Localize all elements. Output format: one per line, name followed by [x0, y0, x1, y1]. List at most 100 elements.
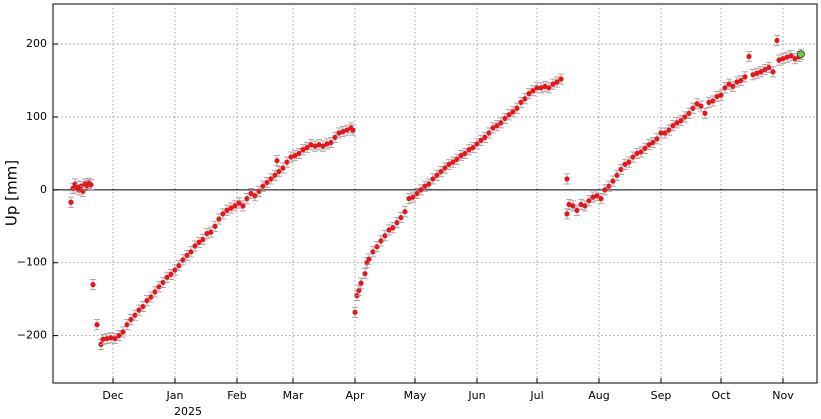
- point: [506, 112, 512, 118]
- point: [534, 85, 540, 91]
- plot-frame: [52, 3, 818, 384]
- y-tick-label: −100: [17, 256, 47, 269]
- point: [180, 257, 186, 263]
- point: [694, 101, 700, 107]
- year-label: 2025: [174, 405, 202, 418]
- point: [774, 37, 780, 44]
- point: [362, 271, 368, 277]
- point: [714, 93, 720, 100]
- y-tick-label: 200: [26, 37, 47, 50]
- point: [610, 178, 616, 184]
- point: [104, 335, 110, 342]
- point: [140, 303, 146, 310]
- x-tick-label: Sep: [651, 389, 672, 402]
- x-tick-label: Jun: [467, 389, 485, 402]
- point: [582, 203, 588, 209]
- point: [120, 329, 126, 335]
- point: [350, 127, 356, 133]
- point: [686, 110, 692, 116]
- point: [124, 322, 130, 328]
- point: [94, 322, 100, 328]
- point: [232, 203, 238, 209]
- point: [256, 188, 262, 194]
- point: [422, 183, 428, 189]
- point: [458, 153, 464, 159]
- point: [244, 196, 250, 202]
- point: [148, 294, 154, 300]
- point: [742, 74, 748, 80]
- point: [248, 190, 254, 197]
- point: [730, 83, 736, 89]
- y-tick-label: 0: [40, 183, 47, 196]
- point: [212, 223, 218, 229]
- point: [188, 249, 194, 255]
- point: [654, 136, 660, 142]
- point: [108, 335, 114, 341]
- point: [378, 238, 384, 244]
- point: [356, 287, 362, 294]
- point: [674, 120, 680, 126]
- point: [550, 81, 556, 87]
- x-tick-label: Jul: [529, 389, 543, 402]
- point: [446, 161, 452, 167]
- point: [320, 143, 326, 149]
- point: [490, 125, 496, 131]
- point: [90, 282, 96, 288]
- point: [558, 76, 564, 82]
- point: [590, 194, 596, 200]
- point: [494, 123, 500, 129]
- point: [538, 85, 544, 91]
- point: [240, 203, 246, 209]
- point: [228, 205, 234, 211]
- point: [312, 143, 318, 149]
- point: [797, 50, 805, 59]
- point: [100, 336, 106, 342]
- point: [780, 56, 786, 62]
- point: [292, 153, 298, 159]
- point: [284, 159, 290, 165]
- point: [606, 183, 612, 189]
- point: [690, 105, 696, 111]
- y-axis-label: Up [mm]: [3, 160, 21, 226]
- point: [634, 150, 640, 157]
- point: [252, 193, 258, 199]
- point: [598, 196, 604, 202]
- point: [614, 172, 620, 178]
- point: [754, 70, 760, 76]
- point: [758, 69, 764, 75]
- point: [336, 130, 342, 136]
- point: [304, 144, 310, 151]
- point: [578, 201, 584, 208]
- point: [132, 312, 138, 318]
- point: [128, 316, 134, 323]
- x-tick-label: Mar: [283, 389, 304, 402]
- point: [328, 139, 334, 146]
- point: [486, 130, 492, 136]
- point: [784, 54, 790, 60]
- point: [406, 196, 412, 202]
- point: [554, 79, 560, 85]
- point: [788, 53, 794, 59]
- point: [374, 244, 380, 250]
- point: [176, 263, 182, 269]
- x-tick-label: Dec: [102, 389, 123, 402]
- point: [662, 130, 668, 136]
- point: [530, 88, 536, 94]
- point: [344, 127, 350, 133]
- point: [340, 128, 346, 135]
- point: [168, 271, 174, 278]
- y-tick-label: 100: [26, 110, 47, 123]
- point: [288, 154, 294, 160]
- point: [426, 181, 432, 187]
- point: [386, 227, 392, 233]
- point: [566, 201, 572, 208]
- point: [734, 79, 740, 85]
- point: [514, 105, 520, 111]
- point: [670, 123, 676, 129]
- y-tick-label: −200: [17, 329, 47, 342]
- point: [324, 141, 330, 147]
- x-tick-label: Aug: [588, 389, 609, 402]
- point: [710, 98, 716, 104]
- point: [478, 137, 484, 143]
